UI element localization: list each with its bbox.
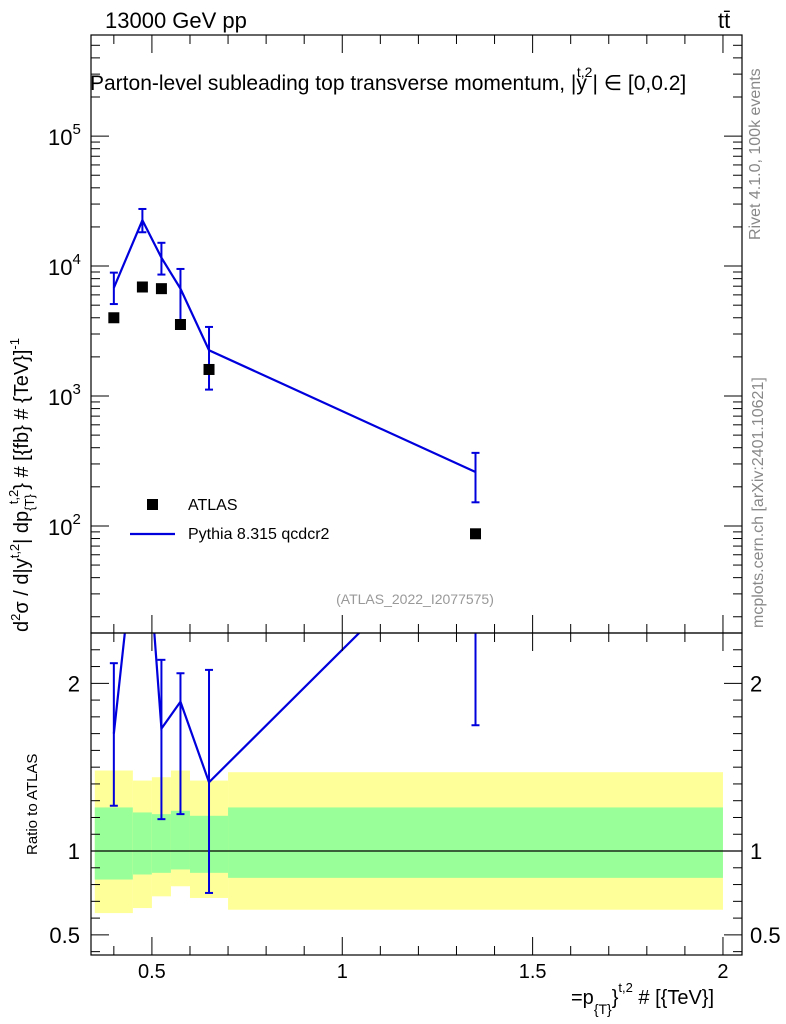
rivet-label: Rivet 4.1.0, 100k events bbox=[747, 68, 764, 240]
ratio-x-ticks: 0.5 1 1.5 2 bbox=[113, 633, 729, 983]
ratio-y-tick-label-left: 2 bbox=[68, 671, 80, 696]
ratio-panel: 0.5 0.5 1 1 2 2 0.5 1 1.5 2 Ratio to ATLAS =p{T}… bbox=[24, 632, 781, 1017]
energy-label: 13000 GeV pp bbox=[105, 8, 247, 33]
y-axis-label: d2σ / d|yt,2| dp{T}t,2} # [{fb} # {TeV}]… bbox=[6, 338, 37, 632]
process-label: tt̄ bbox=[718, 8, 730, 33]
uncertainty-band-inner bbox=[94, 807, 133, 880]
source-label: mcplots.cern.ch [arXiv:2401.10621] bbox=[750, 377, 767, 628]
ratio-y-axis-label: Ratio to ATLAS bbox=[24, 754, 41, 855]
atlas-data-point bbox=[155, 283, 167, 295]
main-frame bbox=[90, 34, 743, 634]
ratio-y-ticks: 0.5 0.5 1 1 2 2 bbox=[49, 649, 781, 953]
legend-atlas-marker bbox=[147, 499, 158, 510]
main-x-ticks bbox=[113, 35, 724, 633]
y-tick-label: 102 bbox=[48, 511, 81, 540]
ratio-y-tick-label-right: 1 bbox=[750, 839, 762, 864]
ratio-series bbox=[109, 633, 480, 894]
x-tick-label: 2 bbox=[717, 961, 728, 983]
atlas-data-point bbox=[470, 528, 482, 540]
y-tick-label: 104 bbox=[48, 251, 81, 280]
ratio-line bbox=[112, 633, 361, 785]
uncertainty-band-inner bbox=[151, 814, 171, 873]
y-tick-label: 103 bbox=[48, 381, 81, 410]
atlas-data-point bbox=[203, 363, 215, 375]
ratio-bands bbox=[94, 770, 723, 914]
uncertainty-band-inner bbox=[170, 810, 190, 870]
x-tick-label: 0.5 bbox=[138, 961, 166, 983]
main-panel: Parton-level subleading top transverse m… bbox=[6, 34, 743, 634]
ratio-y-tick-label-left: 0.5 bbox=[49, 923, 80, 948]
atlas-data-point bbox=[174, 319, 186, 331]
uncertainty-band-inner bbox=[132, 812, 152, 875]
main-series bbox=[108, 207, 482, 540]
uncertainty-band-inner bbox=[228, 807, 723, 878]
atlas-data-point bbox=[136, 281, 148, 293]
pythia-line bbox=[112, 217, 476, 474]
y-tick-label: 105 bbox=[48, 121, 81, 150]
atlas-data-point bbox=[108, 312, 120, 324]
legend-pythia-label: Pythia 8.315 qcdcr2 bbox=[188, 526, 330, 543]
ratio-frame bbox=[90, 632, 743, 956]
main-y-ticks: 102 103 104 105 bbox=[48, 34, 742, 618]
legend-atlas-label: ATLAS bbox=[188, 497, 238, 514]
x-tick-label: 1 bbox=[337, 961, 348, 983]
ratio-y-tick-label-right: 0.5 bbox=[750, 923, 781, 948]
x-tick-label: 1.5 bbox=[519, 961, 547, 983]
chart-title: Parton-level subleading top transverse m… bbox=[90, 64, 686, 95]
legend: ATLAS Pythia 8.315 qcdcr2 bbox=[130, 497, 330, 543]
ratio-y-tick-label-right: 2 bbox=[750, 671, 762, 696]
analysis-watermark: (ATLAS_2022_I2077575) bbox=[336, 591, 494, 607]
ratio-y-tick-label-left: 1 bbox=[68, 839, 80, 864]
x-axis-label: =p{T}}t,2 # [{TeV}] bbox=[571, 980, 714, 1017]
